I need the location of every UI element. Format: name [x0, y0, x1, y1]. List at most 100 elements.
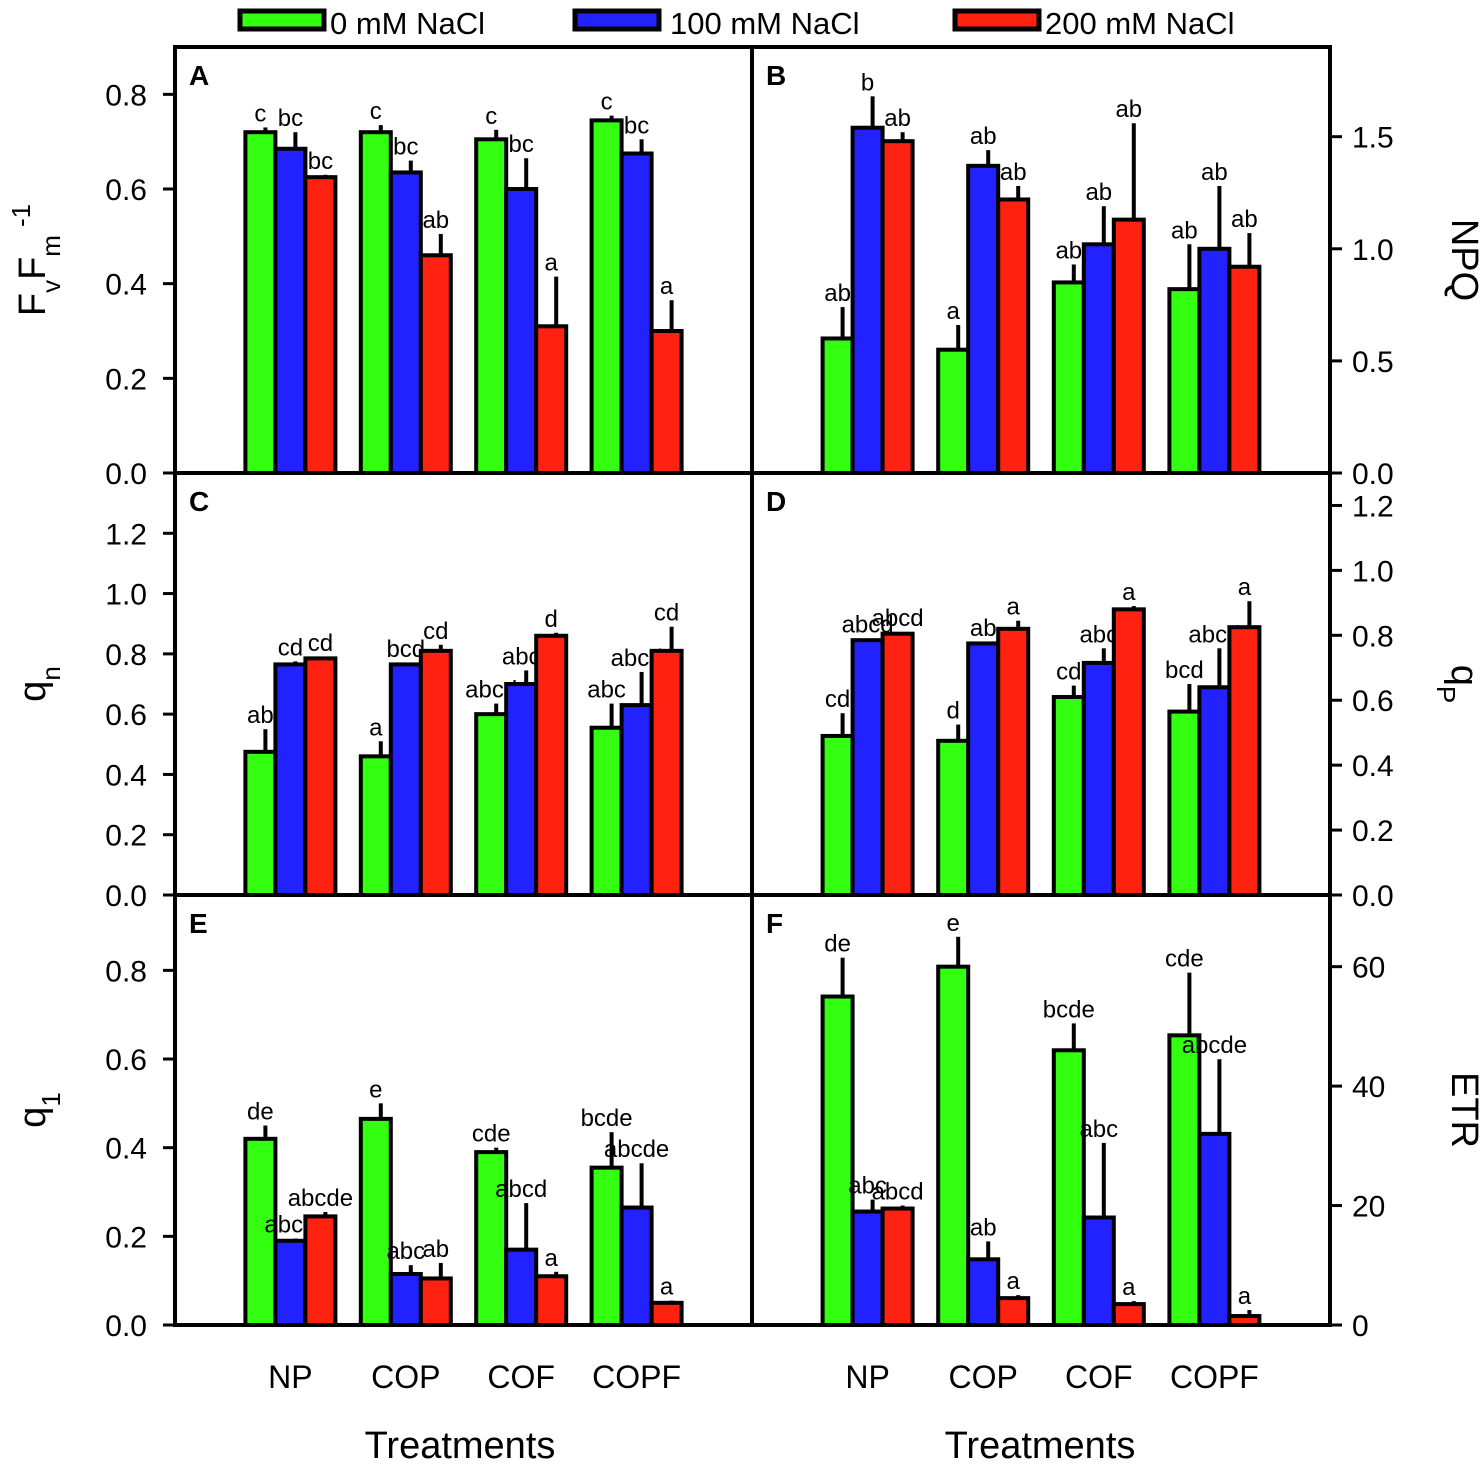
- bar: [1197, 685, 1232, 897]
- bar: [589, 118, 624, 475]
- bar: [388, 662, 423, 898]
- bar: [996, 1296, 1031, 1327]
- bar: [474, 137, 509, 476]
- bar-group-copf-100-mm-nacl: abcde: [1182, 1032, 1247, 1328]
- bar-group-cop-200-mm-nacl: ab: [996, 159, 1031, 475]
- bar: [1081, 1215, 1116, 1327]
- x-tick-label: NP: [268, 1359, 312, 1395]
- panel-f: F 0 20 40 60 ETR de e bcde cde abc ab abc abcde abcd a a…: [750, 893, 1483, 1395]
- significance-letter: ab: [1171, 217, 1198, 244]
- y-axis-label: NPQ: [1443, 219, 1483, 301]
- y-tick-label: 1.0: [1352, 234, 1394, 267]
- bar: [358, 754, 393, 897]
- bar: [996, 197, 1031, 475]
- y-tick-label: 0.4: [105, 269, 147, 302]
- bar: [418, 1276, 453, 1328]
- bar: [936, 738, 971, 897]
- panel-d: D 0.0 0.2 0.4 0.6 0.8 1.0 1.2 qP cd d cd bcd abcd ab ab…: [750, 471, 1483, 913]
- y-tick-label: 0.8: [105, 79, 147, 112]
- y-tick-label: 0.4: [105, 759, 147, 792]
- significance-letter: abcd: [872, 605, 924, 632]
- bar: [243, 749, 278, 897]
- significance-letter: abcde: [1182, 1032, 1247, 1059]
- bar-group-cop-0-mm-nacl: e: [936, 910, 971, 1328]
- bar: [880, 139, 915, 475]
- bar-group-np-0-mm-nacl: de: [243, 1099, 278, 1328]
- significance-letter: bc: [393, 134, 418, 161]
- bar: [1111, 1302, 1146, 1327]
- bar: [273, 662, 308, 898]
- bar: [589, 725, 624, 898]
- bar: [966, 641, 1001, 898]
- bar-group-np-200-mm-nacl: abcd: [872, 605, 924, 898]
- x-tick-label: COP: [371, 1359, 440, 1395]
- significance-letter: ab: [1201, 159, 1228, 186]
- significance-letter: ab: [824, 280, 851, 307]
- significance-letter: abc: [587, 677, 626, 704]
- bar-group-copf-100-mm-nacl: abcde: [604, 1136, 669, 1327]
- y-tick-label: 0.2: [105, 820, 147, 853]
- significance-letter: a: [1007, 1268, 1021, 1295]
- y-tick-label: 0.2: [105, 363, 147, 396]
- significance-letter: de: [247, 1099, 274, 1126]
- y-tick-label: 1.2: [1352, 490, 1394, 523]
- significance-letter: a: [660, 1274, 674, 1301]
- significance-letter: abcd: [495, 1176, 547, 1203]
- bar-group-copf-100-mm-nacl: abcd: [611, 645, 663, 897]
- bar: [243, 130, 278, 475]
- x-tick-label: COF: [1065, 1359, 1133, 1395]
- bar-group-copf-200-mm-nacl: a: [1227, 574, 1262, 897]
- panel-label: A: [189, 60, 209, 91]
- y-tick-label: 0: [1352, 1310, 1369, 1343]
- significance-letter: ab: [970, 615, 997, 642]
- legend-swatch: [952, 8, 1042, 32]
- significance-letter: ab: [1000, 159, 1027, 186]
- bar: [504, 1247, 539, 1327]
- bar: [1167, 1033, 1202, 1327]
- y-axis-label: FvFm-1: [6, 204, 66, 316]
- significance-letter: c: [601, 89, 613, 116]
- bar: [936, 347, 971, 475]
- bar-group-cof-0-mm-nacl: ab: [1051, 237, 1086, 475]
- bar: [243, 1136, 278, 1328]
- bar-group-cof-0-mm-nacl: cde: [472, 1121, 511, 1327]
- bar: [534, 1274, 569, 1327]
- bar-group-cof-0-mm-nacl: cd: [1051, 659, 1086, 897]
- bar-group-cop-0-mm-nacl: e: [358, 1076, 393, 1327]
- significance-letter: cd: [308, 630, 333, 657]
- bar: [996, 626, 1031, 897]
- bar: [504, 187, 539, 475]
- bar: [850, 1209, 885, 1328]
- y-axis-label: qn: [12, 666, 66, 702]
- legend-item-100-mm-nacl: 100 mM NaCl: [572, 6, 860, 41]
- significance-letter: a: [545, 250, 559, 277]
- bar: [358, 130, 393, 475]
- significance-letter: bcde: [581, 1105, 633, 1132]
- bar-group-np-100-mm-nacl: cd: [273, 634, 308, 898]
- panel-frame: [750, 893, 1332, 1327]
- bar-group-cop-200-mm-nacl: cd: [418, 618, 453, 897]
- bar: [388, 1272, 423, 1328]
- significance-letter: e: [947, 910, 960, 937]
- bar-group-copf-0-mm-nacl: cde: [1165, 946, 1204, 1327]
- significance-letter: a: [947, 298, 961, 325]
- y-axis-label: qP: [1431, 665, 1483, 703]
- y-tick-label: 1.5: [1352, 122, 1394, 155]
- significance-letter: d: [947, 698, 960, 725]
- legend: 0 mM NaCl 100 mM NaCl 200 mM NaCl: [237, 6, 1235, 41]
- bar-group-copf-0-mm-nacl: c: [589, 89, 624, 475]
- significance-letter: ab: [1085, 179, 1112, 206]
- y-tick-label: 1.0: [1352, 555, 1394, 588]
- y-tick-label: 0.0: [1352, 458, 1394, 491]
- bar-group-np-100-mm-nacl: bc: [273, 105, 308, 475]
- bar: [850, 638, 885, 898]
- bar: [649, 648, 684, 897]
- bar: [936, 964, 971, 1328]
- significance-letter: ab: [1231, 206, 1258, 233]
- significance-letter: a: [369, 714, 383, 741]
- bar-group-cop-100-mm-nacl: ab: [966, 615, 1001, 898]
- bar-group-cof-200-mm-nacl: d: [534, 606, 569, 897]
- y-tick-label: 0.8: [1352, 620, 1394, 653]
